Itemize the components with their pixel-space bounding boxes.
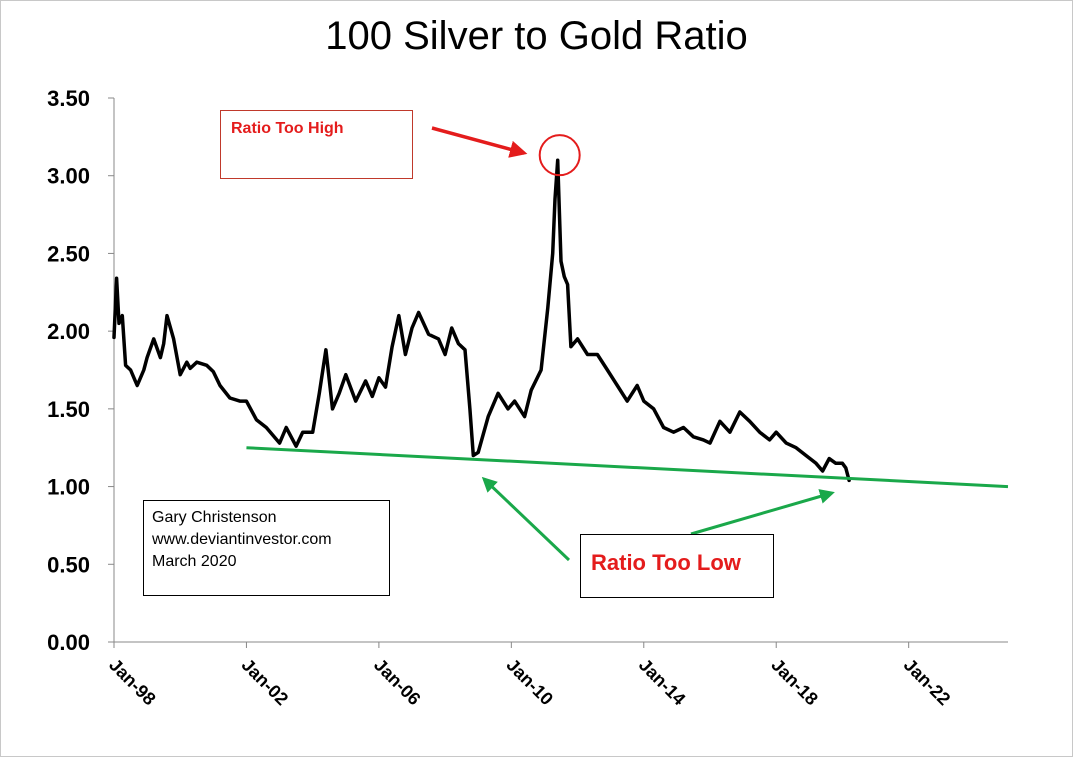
ratio-too-low-box: Ratio Too Low [580, 534, 774, 598]
ratio-too-low-arrow-left [481, 476, 571, 562]
credit-date: March 2020 [152, 553, 237, 570]
peak-highlight-circle [538, 134, 581, 177]
ratio-too-high-box: Ratio Too High [220, 110, 413, 179]
y-tick-label: 1.50 [47, 397, 90, 422]
x-tick-label: Jan-22 [900, 655, 954, 709]
credit-box: Gary Christenson www.deviantinvestor.com… [143, 500, 390, 596]
annotation-layer [431, 126, 835, 562]
series-layer [112, 158, 1009, 489]
y-tick-label: 3.50 [47, 86, 90, 111]
y-tick-label: 0.50 [47, 552, 90, 577]
x-tick-label: Jan-10 [503, 655, 557, 709]
y-tick-label: 3.00 [47, 164, 90, 189]
support-trendline [246, 446, 1009, 489]
ratio-series-line [112, 158, 851, 483]
y-tick-label: 2.00 [47, 319, 90, 344]
y-tick-label: 0.00 [47, 630, 90, 655]
x-tick-label: Jan-06 [370, 655, 424, 709]
x-tick-label: Jan-14 [635, 655, 689, 709]
y-tick-label: 2.50 [47, 241, 90, 266]
credit-author: Gary Christenson [152, 509, 277, 526]
ratio-too-high-label: Ratio Too High [231, 120, 344, 137]
chart-title: 100 Silver to Gold Ratio [325, 14, 748, 58]
x-tick-label: Jan-02 [238, 655, 292, 709]
x-tick-label: Jan-18 [767, 655, 821, 709]
ratio-too-high-arrow [431, 126, 528, 158]
ratio-too-low-arrow-right [690, 489, 835, 536]
credit-website: www.deviantinvestor.com [152, 531, 332, 548]
ratio-too-low-label: Ratio Too Low [591, 550, 741, 575]
y-tick-label: 1.00 [47, 475, 90, 500]
x-tick-label: Jan-98 [105, 655, 159, 709]
